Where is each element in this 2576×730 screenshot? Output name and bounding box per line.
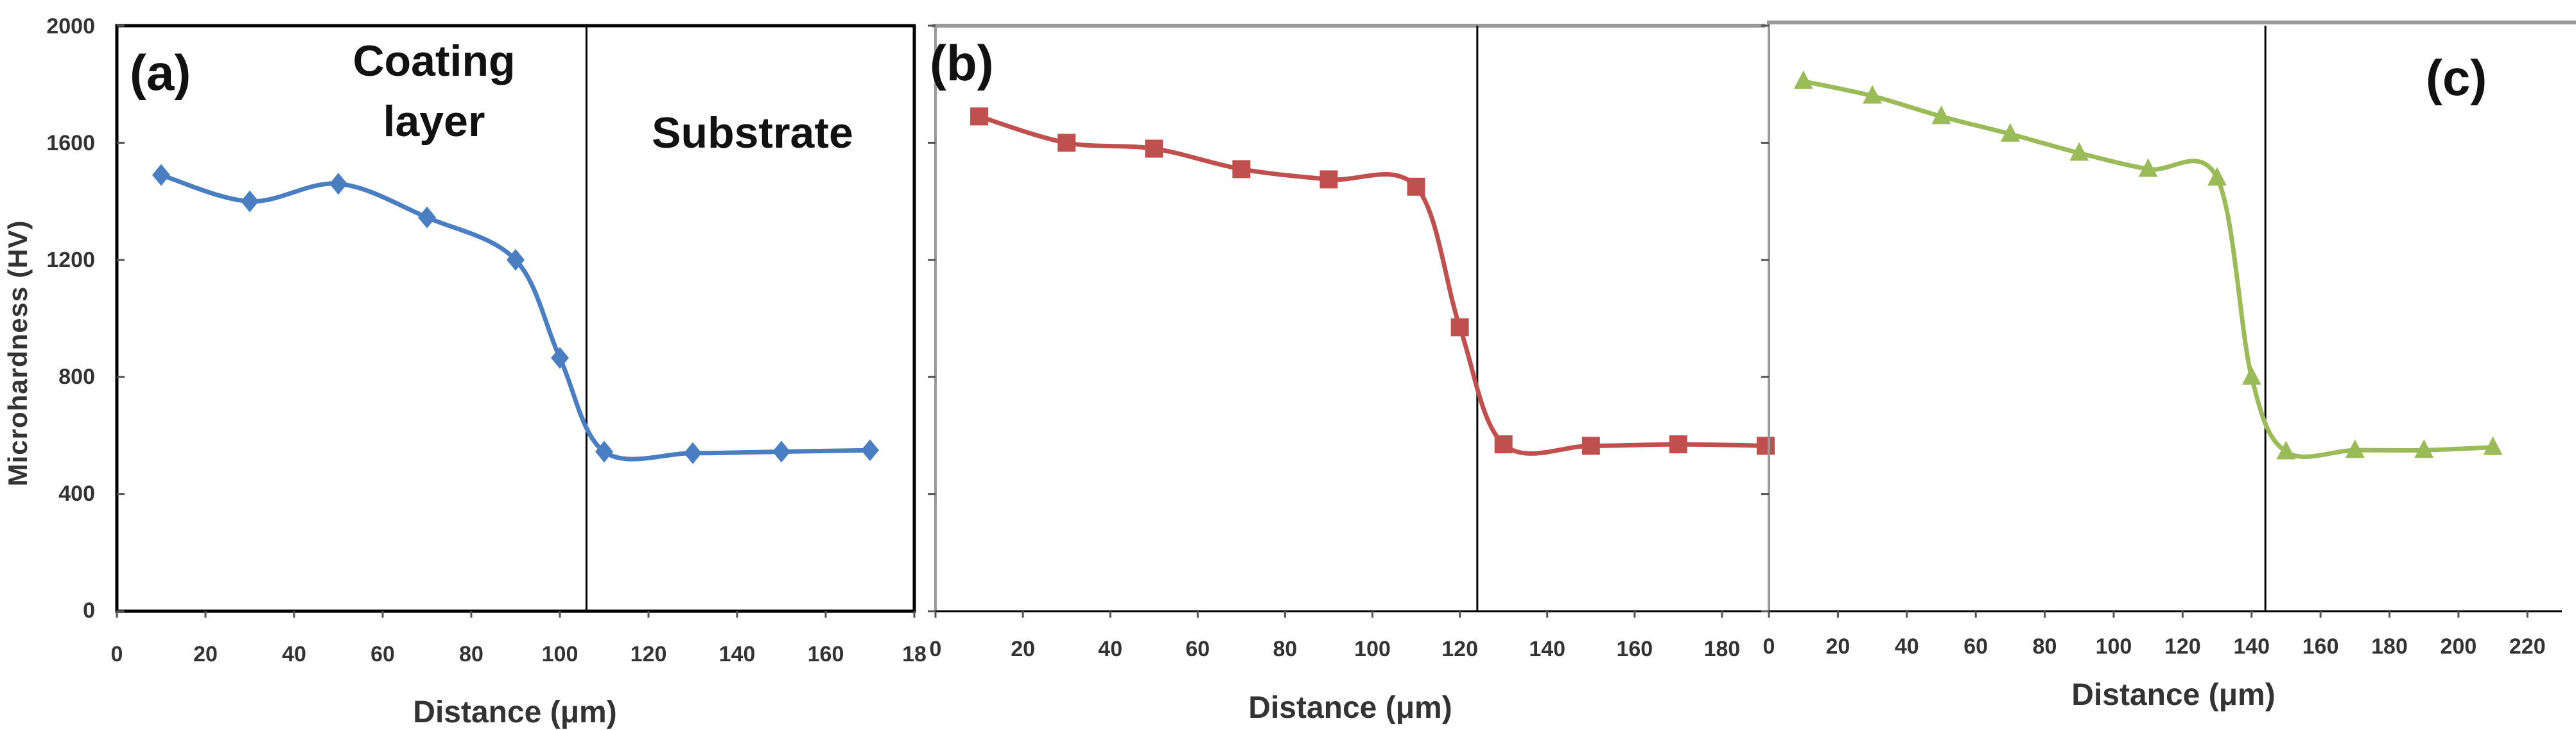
panel-a-frame: [115, 24, 916, 613]
data-point-marker: [1669, 435, 1687, 454]
region-label-coating: Coating: [352, 37, 515, 85]
x-tick-label: 160: [2302, 634, 2339, 659]
x-tick-label: 160: [1616, 637, 1653, 661]
x-tick-label: 20: [1011, 637, 1035, 661]
panel-label: (c): [2426, 49, 2487, 106]
x-tick-label: 220: [2509, 634, 2546, 659]
data-point-marker: [1494, 435, 1513, 454]
x-tick-label: 100: [542, 642, 579, 666]
panel-c-ticks: [1761, 24, 1769, 613]
x-tick-label: 140: [2233, 634, 2270, 659]
data-point-marker: [2069, 142, 2089, 161]
data-point-marker: [1232, 160, 1251, 178]
x-tick-label: 60: [370, 642, 395, 666]
x-tick-label: 180: [1704, 637, 1741, 661]
data-point-marker: [1319, 170, 1338, 189]
x-tick-label: 200: [2441, 634, 2477, 659]
data-point-marker: [1793, 70, 1813, 89]
y-tick-labels: 2000 1600 1200 800 400 0: [46, 14, 95, 623]
y-tick-label: 1600: [46, 131, 95, 155]
x-tick-label: 80: [2033, 634, 2057, 659]
x-tick-label: 0: [930, 637, 942, 661]
data-point-marker: [2241, 366, 2261, 385]
data-line: [1802, 79, 2493, 459]
data-point-marker: [551, 347, 569, 369]
x-tick-label: 20: [1825, 634, 1850, 659]
x-axis-label: Distance (μm): [413, 695, 616, 729]
y-tick-label: 2000: [46, 14, 95, 39]
x-tick-label: 40: [1098, 637, 1122, 661]
x-tick-label: 160: [808, 642, 844, 666]
x-axis-label: Distance (μm): [2071, 678, 2275, 712]
data-markers: [1793, 70, 2503, 460]
data-point-marker: [2414, 439, 2434, 458]
x-tick-label: 80: [459, 642, 483, 666]
data-point-marker: [1057, 134, 1076, 152]
data-point-marker: [970, 107, 989, 126]
x-tick-label: 120: [631, 642, 667, 666]
data-point-marker: [2483, 436, 2503, 455]
x-tick-label: 100: [2096, 634, 2132, 659]
x-tick-label: 100: [1354, 637, 1391, 661]
data-line: [979, 114, 1766, 456]
data-point-marker: [772, 440, 790, 463]
panel-b: 0 20 40 60 80 100 120 140 160 180 (b) Distance (μ…: [928, 24, 1775, 725]
y-tick-label: 800: [58, 365, 95, 389]
x-axis-label: Distance (μm): [1248, 691, 1452, 725]
data-point-marker: [1145, 139, 1163, 158]
data-point-marker: [152, 164, 170, 186]
x-tick-label: 18: [902, 642, 927, 666]
data-point-marker: [2276, 440, 2296, 460]
panel-a-ticks: [117, 24, 125, 613]
y-axis-label: Microhardness (HV): [3, 220, 33, 487]
data-point-marker: [1407, 177, 1425, 196]
data-point-marker: [507, 248, 525, 271]
x-tick-label: 0: [111, 642, 123, 666]
x-tick-label: 140: [1529, 637, 1565, 661]
panel-label: (b): [930, 35, 994, 91]
panel-c: 0 20 40 60 80 100 120 140 160 180 200 220 (c) Dista…: [1761, 21, 2576, 712]
region-label-layer: layer: [383, 97, 485, 146]
x-tick-label: 40: [1895, 634, 1919, 659]
data-point-marker: [2345, 439, 2365, 458]
y-tick-label: 1200: [46, 248, 95, 272]
x-tick-label: 0: [1763, 634, 1775, 659]
data-point-marker: [1863, 85, 1883, 104]
data-point-marker: [1581, 437, 1600, 455]
panel-b-x-tick-labels: 0 20 40 60 80 100 120 140 160 180: [930, 611, 1741, 661]
panel-c-x-tick-labels: 0 20 40 60 80 100 120 140 160 180 200 220: [1763, 611, 2546, 659]
data-point-marker: [1931, 105, 1951, 125]
x-tick-label: 60: [1185, 637, 1210, 661]
data-point-marker: [1450, 318, 1469, 336]
data-markers: [970, 107, 1775, 455]
region-label-substrate: Substrate: [652, 109, 853, 157]
x-tick-label: 180: [2371, 634, 2408, 659]
data-point-marker: [329, 173, 347, 195]
data-point-marker: [595, 440, 613, 463]
x-tick-label: 140: [719, 642, 756, 666]
x-tick-label: 120: [1441, 637, 1478, 661]
x-tick-label: 120: [2164, 634, 2201, 659]
panel-a: 0 20 40 60 80 100 120 140 160 18 (a) Coating laye…: [111, 24, 927, 729]
data-markers: [152, 164, 879, 464]
data-point-marker: [1757, 437, 1775, 455]
x-tick-label: 40: [282, 642, 306, 666]
y-tick-label: 0: [83, 598, 95, 623]
panel-label: (a): [130, 44, 191, 101]
x-tick-label: 60: [1963, 634, 1988, 659]
panel-b-ticks: [928, 24, 936, 613]
data-point-marker: [241, 190, 259, 213]
data-point-marker: [418, 206, 436, 229]
panel-a-x-tick-labels: 0 20 40 60 80 100 120 140 160 18: [111, 611, 927, 666]
data-point-marker: [2000, 123, 2020, 142]
data-point-marker: [2138, 158, 2158, 177]
data-point-marker: [684, 442, 702, 464]
x-tick-label: 20: [193, 642, 218, 666]
data-point-marker: [2207, 167, 2227, 186]
y-tick-label: 400: [58, 482, 95, 506]
x-tick-label: 80: [1273, 637, 1298, 661]
data-line: [160, 173, 871, 462]
data-point-marker: [861, 439, 879, 462]
